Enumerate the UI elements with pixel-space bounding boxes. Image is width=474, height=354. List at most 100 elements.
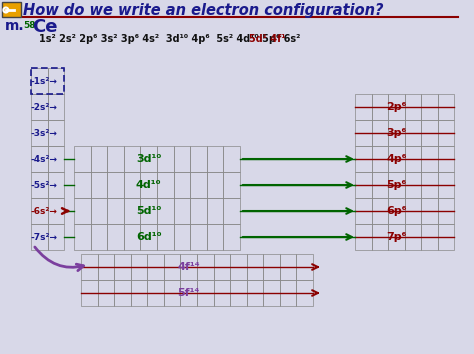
Bar [31, 68, 64, 94]
Bar [421, 94, 438, 120]
Text: 5d¹⁰: 5d¹⁰ [136, 206, 162, 216]
Bar [31, 120, 48, 146]
Bar [388, 94, 405, 120]
Text: -3s²→: -3s²→ [30, 129, 57, 137]
Bar [355, 146, 372, 172]
Bar [190, 198, 207, 224]
Bar [31, 146, 48, 172]
Bar [107, 198, 124, 224]
Bar [48, 120, 64, 146]
Bar [388, 172, 405, 198]
Bar [74, 198, 91, 224]
Bar [263, 254, 280, 280]
Bar [405, 224, 421, 250]
Bar [107, 146, 124, 172]
Text: -4s²→: -4s²→ [30, 154, 57, 164]
Bar [280, 280, 296, 306]
Bar [157, 146, 173, 172]
Bar [388, 198, 405, 224]
Bar [91, 146, 107, 172]
Bar [31, 172, 48, 198]
Bar [388, 120, 405, 146]
Bar [405, 94, 421, 120]
Text: 7p⁶: 7p⁶ [386, 232, 407, 242]
Bar [372, 94, 388, 120]
Bar [438, 146, 455, 172]
Bar [355, 224, 372, 250]
Bar [190, 172, 207, 198]
Bar [173, 198, 190, 224]
Bar [140, 198, 157, 224]
Bar [421, 146, 438, 172]
Bar [438, 224, 455, 250]
Text: -1s²→: -1s²→ [30, 76, 57, 86]
Bar [296, 280, 313, 306]
Bar [421, 198, 438, 224]
Bar [124, 224, 140, 250]
Bar [140, 146, 157, 172]
Bar [140, 172, 157, 198]
Bar [197, 280, 214, 306]
Bar [207, 224, 223, 250]
Text: 3d¹⁰: 3d¹⁰ [136, 154, 162, 164]
Bar [131, 280, 147, 306]
Bar [421, 224, 438, 250]
Bar [280, 254, 296, 280]
Bar [31, 68, 48, 94]
Bar [247, 254, 263, 280]
Bar [355, 198, 372, 224]
Bar [190, 224, 207, 250]
Bar [131, 254, 147, 280]
Bar [48, 198, 64, 224]
Text: 4f¹⁴: 4f¹⁴ [177, 262, 200, 272]
Bar [114, 254, 131, 280]
Bar [223, 146, 240, 172]
Bar [91, 198, 107, 224]
Bar [91, 224, 107, 250]
Bar [157, 198, 173, 224]
Text: 6p⁶: 6p⁶ [386, 206, 407, 216]
Bar [388, 224, 405, 250]
Text: 5d¹ 4f¹: 5d¹ 4f¹ [249, 34, 286, 44]
Bar [114, 280, 131, 306]
Bar [214, 280, 230, 306]
Text: 5f¹⁴: 5f¹⁴ [178, 288, 200, 298]
Bar [438, 198, 455, 224]
Bar [190, 146, 207, 172]
Bar [197, 254, 214, 280]
Bar [2, 2, 21, 17]
Bar [355, 120, 372, 146]
Bar [107, 172, 124, 198]
Bar [421, 172, 438, 198]
Bar [207, 146, 223, 172]
Bar [372, 224, 388, 250]
Bar [438, 94, 455, 120]
Bar [230, 254, 247, 280]
Bar [181, 254, 197, 280]
Bar [31, 94, 48, 120]
Text: -6s²→: -6s²→ [30, 206, 57, 216]
Bar [147, 254, 164, 280]
Bar [157, 172, 173, 198]
Bar [405, 172, 421, 198]
Bar [91, 172, 107, 198]
Text: 4d¹⁰: 4d¹⁰ [136, 180, 162, 190]
Bar [207, 198, 223, 224]
Bar [173, 224, 190, 250]
Bar [388, 146, 405, 172]
Bar [173, 172, 190, 198]
Bar [405, 198, 421, 224]
Bar [372, 172, 388, 198]
Bar [355, 94, 372, 120]
Bar [98, 254, 114, 280]
Bar [223, 198, 240, 224]
Bar [31, 198, 48, 224]
Text: -7s²→: -7s²→ [30, 233, 57, 241]
Bar [438, 120, 455, 146]
Text: 2p⁶: 2p⁶ [386, 102, 407, 112]
Bar [296, 254, 313, 280]
Bar [173, 146, 190, 172]
Bar [372, 146, 388, 172]
Bar [74, 146, 91, 172]
Bar [223, 224, 240, 250]
